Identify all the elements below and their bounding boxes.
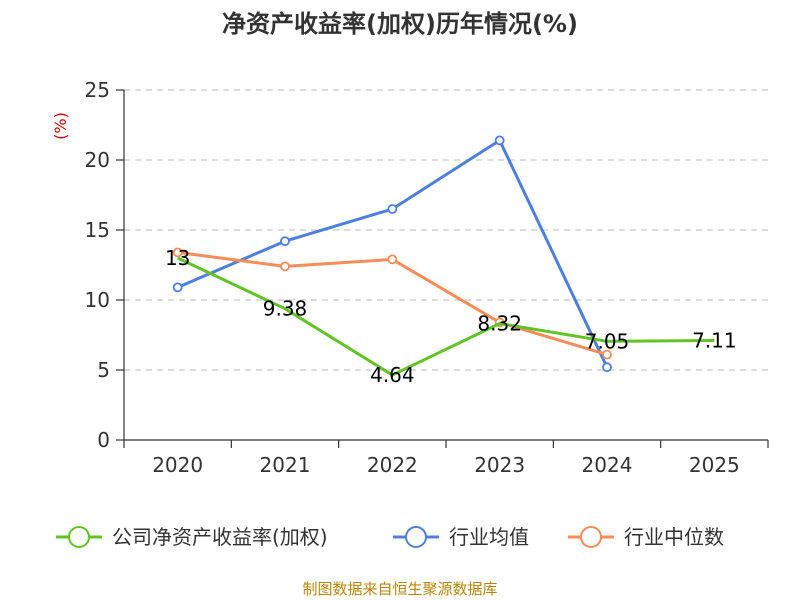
grid-lines (124, 89, 768, 371)
y-tick-label: 5 (97, 358, 110, 382)
data-point[interactable] (280, 236, 290, 247)
legend-item-0[interactable]: 公司净资产收益率(加权) (56, 525, 328, 549)
source-note: 制图数据来自恒生聚源数据库 (302, 580, 497, 598)
legend-marker (68, 526, 90, 548)
x-tick-label: 2025 (689, 453, 740, 477)
data-label: 7.05 (585, 329, 630, 353)
series-1 (172, 135, 612, 373)
y-tick-label: 25 (85, 78, 110, 102)
series-0 (177, 256, 715, 377)
data-point[interactable] (602, 362, 612, 373)
x-tick-label: 2024 (582, 453, 633, 477)
legend-marker (405, 526, 427, 548)
y-tick-label: 10 (85, 288, 110, 312)
series-line (177, 256, 715, 377)
series (172, 135, 715, 377)
x-tick-label: 2023 (474, 453, 525, 477)
data-point[interactable] (602, 349, 612, 360)
legend-item-1[interactable]: 行业均值 (393, 525, 529, 549)
data-label: 4.64 (370, 363, 415, 387)
y-tick-label: 15 (85, 218, 110, 242)
data-point[interactable] (387, 254, 398, 265)
x-tick-label: 2022 (367, 453, 418, 477)
y-axis-unit-label: (%) (51, 112, 70, 140)
data-point[interactable] (494, 135, 505, 146)
series-line (177, 250, 608, 357)
series-line (177, 138, 609, 368)
x-tick-label: 2020 (152, 453, 203, 477)
data-point[interactable] (172, 282, 183, 293)
legend: 公司净资产收益率(加权) 行业均值 行业中位数 (56, 525, 724, 549)
data-label: 8.32 (477, 312, 522, 336)
legend-label: 公司净资产收益率(加权) (112, 525, 328, 549)
legend-label: 行业中位数 (624, 525, 724, 549)
data-label: 13 (165, 246, 190, 270)
data-labels: 13 9.38 4.64 8.32 7.05 7.11 (165, 246, 737, 387)
x-tick-label: 2021 (260, 453, 311, 477)
data-label: 7.11 (692, 328, 737, 352)
legend-item-2[interactable]: 行业中位数 (568, 525, 724, 549)
y-tick-label: 0 (97, 428, 110, 452)
data-point[interactable] (387, 204, 398, 214)
series-2 (172, 247, 612, 360)
legend-marker (580, 526, 602, 548)
data-point[interactable] (280, 261, 290, 272)
legend-label: 行业均值 (449, 525, 529, 549)
data-point[interactable] (172, 247, 183, 258)
y-tick-label: 20 (85, 148, 110, 172)
data-label: 9.38 (263, 297, 308, 321)
chart-title: 净资产收益率(加权)历年情况(%) (222, 10, 578, 38)
